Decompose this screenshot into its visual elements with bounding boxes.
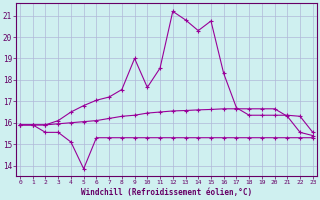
X-axis label: Windchill (Refroidissement éolien,°C): Windchill (Refroidissement éolien,°C) <box>81 188 252 197</box>
